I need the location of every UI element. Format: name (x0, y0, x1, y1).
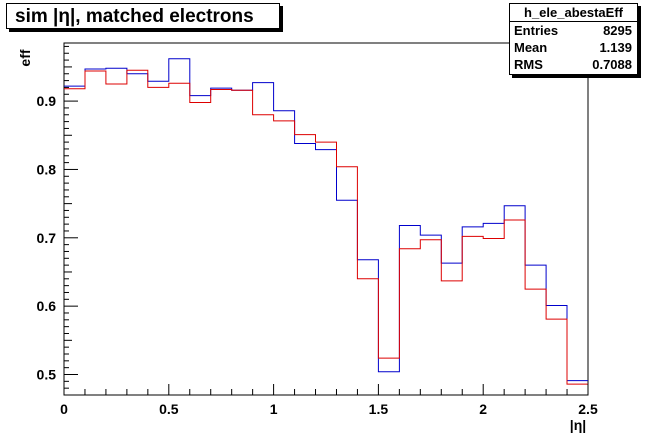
y-tick-label: 0.5 (37, 366, 57, 382)
stats-label: Mean (514, 40, 548, 55)
series-line-1 (64, 69, 588, 385)
stats-row-entries: Entries 8295 (510, 22, 637, 39)
stats-box: h_ele_abestaEff Entries 8295 Mean 1.139 … (509, 3, 638, 75)
stats-value: 8295 (603, 23, 632, 38)
x-tick-label: 1.5 (369, 401, 389, 417)
x-tick-label: 1 (270, 401, 278, 417)
stats-row-mean: Mean 1.139 (510, 39, 637, 56)
stats-row-rms: RMS 0.7088 (510, 56, 637, 73)
stats-histogram-name: h_ele_abestaEff (510, 4, 637, 22)
stats-value: 0.7088 (592, 57, 632, 72)
y-axis-label: eff (17, 49, 33, 66)
x-axis-label: |η| (570, 417, 586, 433)
x-tick-label: 0.5 (159, 401, 179, 417)
y-tick-label: 0.8 (37, 161, 57, 177)
stats-label: RMS (514, 57, 543, 72)
series-line-0 (64, 58, 588, 382)
y-tick-label: 0.9 (37, 93, 57, 109)
y-tick-label: 0.6 (37, 298, 57, 314)
plot-title-text: sim |η|, matched electrons (15, 6, 254, 27)
stats-value: 1.139 (599, 40, 632, 55)
x-tick-label: 0 (60, 401, 68, 417)
x-tick-label: 2.5 (578, 401, 598, 417)
y-tick-label: 0.7 (37, 230, 57, 246)
x-tick-label: 2 (479, 401, 487, 417)
plot-title: sim |η|, matched electrons (6, 3, 280, 29)
stats-label: Entries (514, 23, 559, 38)
plot-frame (63, 42, 589, 396)
